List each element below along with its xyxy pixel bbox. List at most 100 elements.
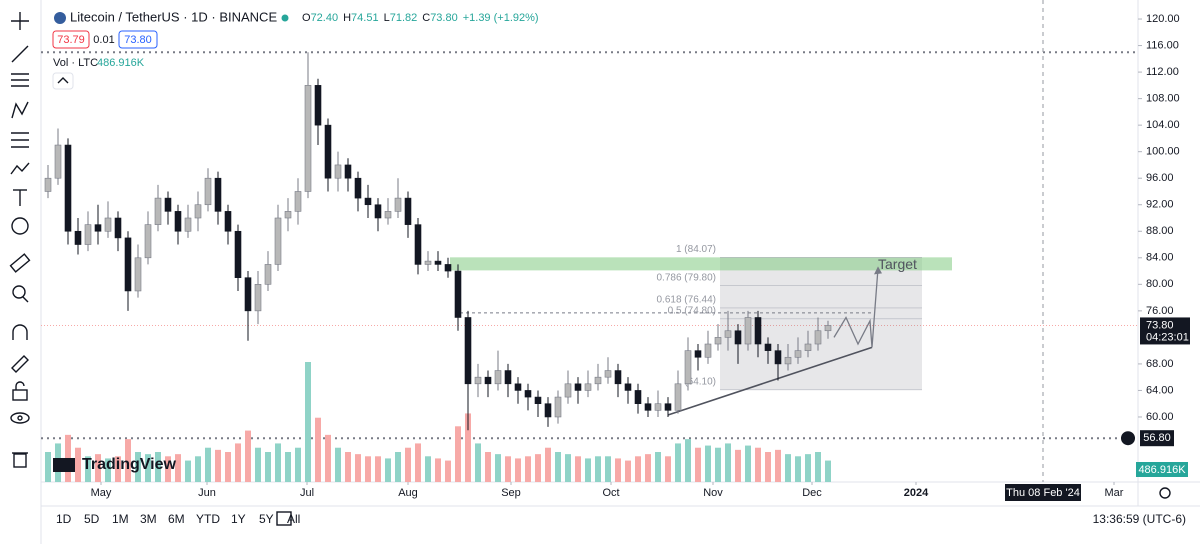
- candle-body: [164, 197, 172, 212]
- emoji-tool[interactable]: [11, 217, 29, 235]
- candle-body: [534, 396, 542, 405]
- magnet-tool[interactable]: [12, 324, 28, 340]
- x-tick-label: Jun: [198, 487, 216, 499]
- candle-body: [54, 144, 62, 179]
- range-button[interactable]: YTD: [196, 512, 220, 526]
- range-button[interactable]: 5D: [84, 512, 100, 526]
- candle-body: [314, 85, 322, 126]
- candle-body: [434, 260, 442, 265]
- target-label: Target: [878, 256, 917, 272]
- volume-bar: [75, 447, 81, 482]
- ohlc-key: H: [343, 12, 351, 24]
- volume-bar: [245, 430, 251, 482]
- range-button[interactable]: All: [287, 512, 300, 526]
- range-button[interactable]: 6M: [168, 512, 185, 526]
- x-tick-label: Jul: [300, 487, 314, 499]
- volume-bar: [45, 452, 51, 482]
- toolbar[interactable]: [9, 0, 42, 544]
- trend-line: [667, 346, 873, 416]
- range-button[interactable]: 3M: [140, 512, 157, 526]
- volume-label: Vol · LTC: [53, 57, 98, 69]
- last-price-box: [1140, 317, 1190, 345]
- candle-body: [374, 204, 382, 219]
- range-button[interactable]: 1M: [112, 512, 129, 526]
- fib-label: 0.5 (74.80): [668, 305, 716, 316]
- candle-body: [354, 177, 362, 199]
- zoom-tool[interactable]: [12, 285, 29, 303]
- crosshair-tool[interactable]: [11, 12, 29, 30]
- delete-tool[interactable]: [12, 452, 28, 468]
- sell-box[interactable]: [52, 30, 90, 49]
- candle-body: [294, 191, 302, 212]
- candle-body: [634, 390, 642, 405]
- crosshair-label: Thu 08 Feb '24: [1006, 487, 1080, 499]
- x-tick-label: Nov: [703, 487, 723, 499]
- visibility-tool[interactable]: [10, 412, 30, 424]
- pattern-tool[interactable]: [11, 101, 29, 119]
- ohlc-key: L: [384, 12, 390, 24]
- projection-arrowhead: [874, 266, 882, 275]
- prediction-tool[interactable]: [11, 132, 29, 148]
- ohlc-key: C: [422, 12, 430, 24]
- volume-bar: [645, 454, 651, 482]
- range-button[interactable]: 1D: [56, 512, 72, 526]
- volume-bar: [355, 454, 361, 482]
- volume-bar: [115, 456, 121, 482]
- candle-body: [174, 211, 182, 232]
- date-range-icon[interactable]: [276, 511, 292, 526]
- collapse-button[interactable]: [52, 72, 74, 90]
- line-tool[interactable]: [11, 45, 29, 63]
- text-tool[interactable]: [13, 189, 27, 206]
- candle-body: [764, 343, 772, 351]
- volume-bar: [635, 456, 641, 482]
- volume-bar: [765, 452, 771, 482]
- ohlc-value: 74.51: [351, 12, 379, 24]
- volume-bar: [715, 447, 721, 482]
- candle-body: [154, 197, 162, 225]
- y-tick-label: 104.00: [1146, 119, 1180, 131]
- settings-icon[interactable]: [1159, 487, 1171, 499]
- candle-body: [124, 237, 132, 292]
- candle-body: [194, 204, 202, 219]
- range-box: [720, 257, 922, 390]
- x-tick-label: Mar: [1105, 487, 1124, 499]
- fib-label: 0.618 (76.44): [657, 295, 717, 306]
- candle-body: [144, 224, 152, 259]
- fib-tool[interactable]: [11, 73, 29, 87]
- trend-tool[interactable]: [10, 162, 30, 175]
- volume-bar: [615, 458, 621, 482]
- volume-bar: [435, 458, 441, 482]
- buy-box[interactable]: [118, 30, 158, 49]
- x-tick-label: Sep: [501, 487, 521, 499]
- candle-body: [584, 383, 592, 391]
- volume-bar: [395, 452, 401, 482]
- add-alert-button[interactable]: [1121, 431, 1135, 446]
- candle-body: [544, 403, 552, 418]
- volume-bar: [665, 456, 671, 482]
- lock-tool[interactable]: [12, 381, 28, 401]
- volume-bar: [345, 452, 351, 482]
- candle-body: [494, 370, 502, 385]
- volume-bar: [625, 460, 631, 482]
- candle-body: [44, 177, 52, 192]
- volume-bar: [415, 443, 421, 482]
- ruler-tool[interactable]: [9, 253, 31, 273]
- volume-bar: [555, 452, 561, 482]
- range-button[interactable]: 1Y: [231, 512, 246, 526]
- y-tick-label: 84.00: [1146, 252, 1174, 264]
- volume-bar: [575, 456, 581, 482]
- draw-mode-tool[interactable]: [11, 355, 29, 373]
- low-line-label: 56.80: [1143, 432, 1171, 444]
- volume-bar: [105, 458, 111, 482]
- y-tick-label: 100.00: [1146, 146, 1180, 158]
- y-tick-label: 64.00: [1146, 384, 1174, 396]
- x-tick-label: 2024: [904, 487, 929, 499]
- volume-bar: [745, 445, 751, 482]
- ohlc-value: 72.40: [311, 12, 339, 24]
- candle-body: [384, 211, 392, 219]
- candle-body: [804, 343, 812, 351]
- market-status: [281, 14, 289, 22]
- range-button[interactable]: 5Y: [259, 512, 274, 526]
- candle-body: [474, 376, 482, 385]
- y-tick-label: 116.00: [1146, 39, 1179, 51]
